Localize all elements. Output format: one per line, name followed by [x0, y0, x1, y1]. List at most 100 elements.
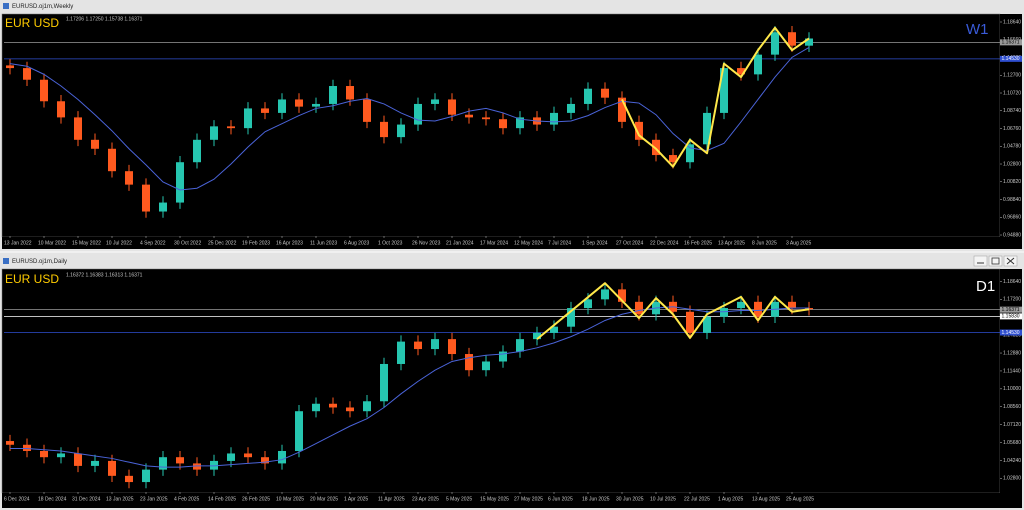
candle-body [380, 121, 388, 138]
symbol-label: EUR USD [5, 16, 59, 30]
candle-body [550, 326, 558, 333]
x-tick-label: 5 May 2025 [446, 496, 472, 502]
candle-body [210, 460, 218, 470]
minimize-button[interactable] [973, 255, 988, 267]
candle-body [618, 97, 626, 122]
candle-body [703, 316, 711, 333]
candle-body [193, 463, 201, 470]
x-tick-label: 21 Jan 2024 [446, 240, 474, 246]
x-tick-label: 22 Jul 2025 [684, 496, 710, 502]
y-tick-label: 1.10720 [1003, 90, 1021, 96]
x-tick-label: 15 May 2022 [72, 240, 101, 246]
price-level-label: 1.16371 [1002, 307, 1020, 313]
candle-body [652, 139, 660, 156]
price-level-box [1000, 39, 1022, 46]
x-tick-label: 15 May 2025 [480, 496, 509, 502]
time-axis [2, 237, 1022, 249]
x-tick-label: 23 Jan 2025 [140, 496, 168, 502]
candle-body [91, 460, 99, 466]
price-level-label: 1.14530 [1002, 56, 1020, 62]
candle-body [295, 99, 303, 107]
candle-body [414, 103, 422, 125]
time-axis [2, 493, 1022, 508]
candle-body [431, 99, 439, 104]
y-tick-label: 0.98840 [1003, 197, 1021, 203]
x-tick-label: 12 May 2024 [514, 240, 543, 246]
x-tick-label: 23 Apr 2025 [412, 496, 439, 502]
candle-body [210, 126, 218, 140]
candle-body [533, 332, 541, 340]
y-tick-label: 1.00820 [1003, 179, 1021, 185]
candle-body [23, 444, 31, 451]
price-level-box [1000, 306, 1022, 313]
candle-body [278, 450, 286, 464]
x-tick-label: 20 Mar 2025 [310, 496, 338, 502]
y-tick-label: 1.12880 [1003, 350, 1021, 356]
window-title: EURUSD.oj1m,Daily [12, 259, 67, 265]
x-tick-label: 10 Jul 2022 [106, 240, 132, 246]
candle-body [74, 453, 82, 466]
y-tick-label: 1.08560 [1003, 404, 1021, 410]
x-tick-label: 31 Dec 2024 [72, 496, 101, 502]
candle-body [397, 341, 405, 364]
candle-body [142, 469, 150, 483]
timeframe-label: D1 [976, 278, 995, 295]
zigzag [536, 282, 810, 340]
candle-body [346, 407, 354, 412]
candle-body [669, 155, 677, 163]
candle-body [771, 32, 779, 55]
candle-body [125, 475, 133, 483]
y-tick-label: 0.96860 [1003, 215, 1021, 221]
candle-body [805, 38, 813, 46]
candle-body [125, 171, 133, 185]
candle-body [465, 354, 473, 371]
x-tick-label: 6 Jun 2025 [548, 496, 573, 502]
candle-body [57, 101, 65, 118]
y-tick-label: 1.05680 [1003, 440, 1021, 446]
candle-body [176, 162, 184, 203]
x-tick-label: 4 Sep 2022 [140, 240, 166, 246]
y-tick-label: 1.18640 [1003, 279, 1021, 285]
candle-body [601, 88, 609, 98]
candle-body [261, 457, 269, 464]
candle-body [635, 121, 643, 140]
x-tick-label: 13 Apr 2025 [718, 240, 745, 246]
maximize-button[interactable] [988, 255, 1003, 267]
candle-body [176, 457, 184, 464]
x-tick-label: 8 Jun 2025 [752, 240, 777, 246]
candle-body [516, 339, 524, 352]
ohlc-info: 1.16372 1.16383 1.16313 1.16371 [66, 272, 143, 278]
candle-body [618, 289, 626, 302]
y-tick-label: 1.07120 [1003, 422, 1021, 428]
candle-body [720, 68, 728, 113]
candle-body [108, 148, 116, 172]
x-tick-label: 6 Dec 2024 [4, 496, 30, 502]
candle-body [805, 308, 813, 310]
candle-body [108, 460, 116, 476]
candle-body [6, 65, 14, 69]
candle-body [295, 411, 303, 451]
x-tick-label: 13 Jan 2025 [106, 496, 134, 502]
x-tick-label: 16 Feb 2025 [684, 240, 712, 246]
x-tick-label: 16 Apr 2023 [276, 240, 303, 246]
x-tick-label: 30 Oct 2022 [174, 240, 201, 246]
candle-body [380, 363, 388, 402]
x-tick-label: 11 Apr 2025 [378, 496, 405, 502]
x-tick-label: 1 Apr 2025 [344, 496, 368, 502]
candle-body [159, 202, 167, 212]
x-tick-label: 6 Aug 2023 [344, 240, 370, 246]
candle-body [754, 54, 762, 75]
candle-body [23, 68, 31, 80]
candle-body [244, 108, 252, 129]
candle-body [346, 86, 354, 100]
candle-body [788, 301, 796, 309]
candle-body [686, 144, 694, 163]
candle-body [737, 301, 745, 309]
candle-body [6, 441, 14, 445]
timeframe-label: W1 [966, 21, 989, 38]
x-tick-label: 1 Oct 2023 [378, 240, 403, 246]
y-tick-label: 1.02800 [1003, 161, 1021, 167]
x-tick-label: 10 Mar 2022 [38, 240, 66, 246]
